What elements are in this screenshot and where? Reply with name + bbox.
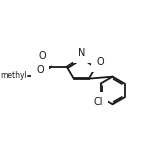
- Text: O: O: [38, 51, 46, 61]
- Text: N: N: [78, 48, 85, 58]
- Text: O: O: [36, 65, 44, 75]
- Text: methyl: methyl: [0, 71, 27, 81]
- Text: O: O: [96, 57, 104, 67]
- Text: Cl: Cl: [93, 97, 103, 107]
